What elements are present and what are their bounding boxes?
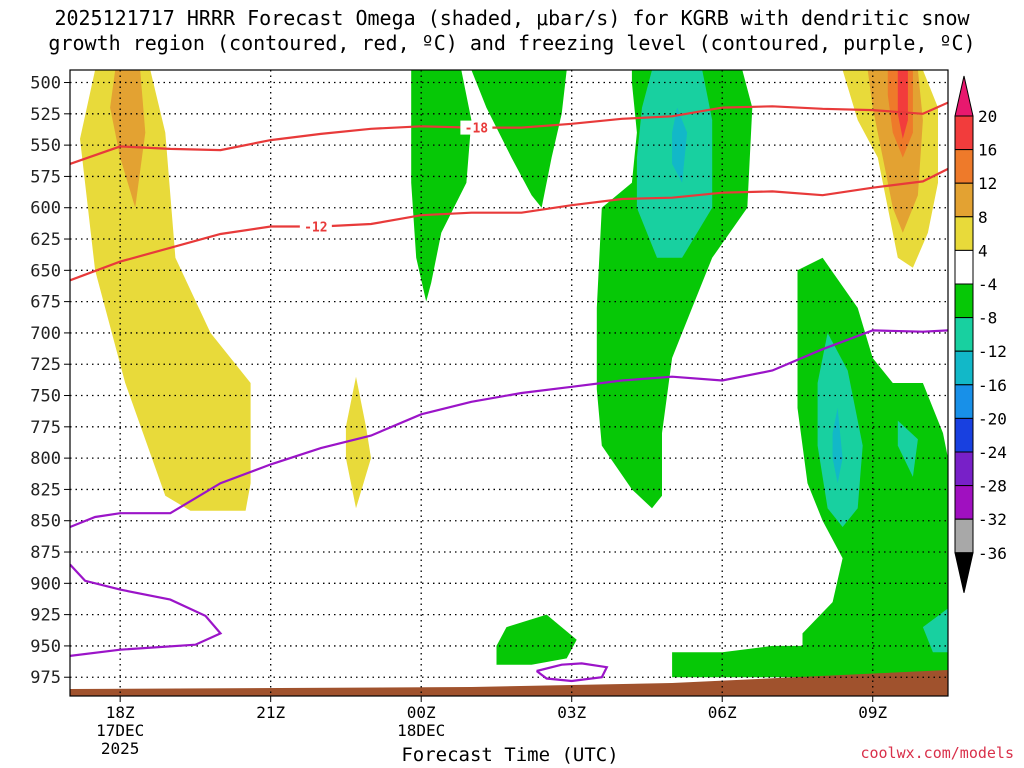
colorbar-bin-6 <box>954 317 974 352</box>
colorbar-label-4: 4 <box>978 241 988 260</box>
colorbar-label-8: -16 <box>978 376 1007 395</box>
dgz-label-bg-0 <box>460 120 493 135</box>
omega-region-18 <box>672 645 948 678</box>
x-tick-sublabel-0-1: 2025 <box>101 739 140 758</box>
colorbar-bin-5 <box>954 283 974 319</box>
y-tick-label-4: 600 <box>30 199 61 219</box>
colorbar-bin-11 <box>954 485 974 520</box>
plot-area: -18 -12 <box>70 70 948 696</box>
omega-region-16 <box>897 70 908 139</box>
colorbar-label-6: -8 <box>978 309 997 328</box>
colorbar-label-10: -24 <box>978 443 1007 462</box>
colorbar-bin-12 <box>954 518 974 554</box>
x-axis-label: Forecast Time (UTC) <box>401 744 619 766</box>
colorbar-bin-9 <box>954 417 974 453</box>
chart-title-line1: 2025121717 HRRR Forecast Omega (shaded, … <box>54 6 970 30</box>
colorbar-label-9: -20 <box>978 409 1007 428</box>
x-tick-sublabel-0-0: 17DEC <box>96 721 144 740</box>
terrain-fill <box>70 670 948 696</box>
y-tick-label-16: 900 <box>30 574 61 594</box>
y-tick-label-12: 800 <box>30 449 61 469</box>
colorbar-label-12: -32 <box>978 510 1007 529</box>
y-tick-label-10: 750 <box>30 387 61 407</box>
omega-region-0 <box>80 70 251 511</box>
y-tick-label-3: 575 <box>30 167 61 187</box>
x-tick-label-5: 09Z <box>858 703 887 722</box>
dgz-label-bg-1 <box>299 219 332 234</box>
omega-region-7 <box>672 107 688 183</box>
y-tick-label-7: 675 <box>30 293 61 313</box>
colorbar-bin-1 <box>954 149 974 184</box>
colorbar-bin-0 <box>954 115 974 151</box>
colorbar-label-13: -36 <box>978 544 1007 563</box>
colorbar-bin-8 <box>954 384 974 419</box>
colorbar-label-3: 8 <box>978 208 988 227</box>
y-tick-label-5: 625 <box>30 230 61 250</box>
y-tick-label-13: 825 <box>30 480 61 500</box>
dgz-contour-1 <box>70 167 948 282</box>
colorbar-bin-2 <box>954 182 974 218</box>
colorbar-label-2: 12 <box>978 174 997 193</box>
x-tick-label-4: 06Z <box>708 703 737 722</box>
y-tick-label-8: 700 <box>30 324 61 344</box>
y-tick-label-11: 775 <box>30 418 61 438</box>
x-tick-label-1: 21Z <box>256 703 285 722</box>
omega-region-9 <box>817 332 863 527</box>
y-tick-label-0: 500 <box>30 74 61 94</box>
colorbar-bin-7 <box>954 350 974 386</box>
y-tick-label-17: 925 <box>30 606 61 626</box>
dgz-contour-0 <box>70 101 948 165</box>
freezing-level-contour-1 <box>70 563 223 657</box>
colorbar-label-0: 20 <box>978 107 997 126</box>
y-tick-label-9: 725 <box>30 355 61 375</box>
chart-title-line2: growth region (contoured, red, ºC) and f… <box>48 31 976 55</box>
y-tick-label-18: 950 <box>30 637 61 657</box>
y-tick-label-15: 875 <box>30 543 61 563</box>
plot-frame <box>69 69 949 697</box>
dgz-label-0: -18 <box>465 122 489 137</box>
omega-region-11 <box>897 420 918 477</box>
dgz-label-1: -12 <box>304 221 327 236</box>
credit-link[interactable]: coolwx.com/models <box>860 744 1014 762</box>
x-tick-label-2: 00Z <box>407 703 436 722</box>
omega-region-1 <box>110 70 146 208</box>
colorbar-bin-3 <box>954 216 974 251</box>
colorbar-label-5: -4 <box>978 275 997 294</box>
freezing-level-contour-0 <box>70 329 948 529</box>
chart-title: 2025121717 HRRR Forecast Omega (shaded, … <box>0 6 1024 56</box>
omega-region-5 <box>596 70 753 509</box>
y-tick-label-1: 525 <box>30 105 61 125</box>
omega-region-2 <box>345 376 371 509</box>
y-tick-label-6: 650 <box>30 261 61 281</box>
colorbar-label-1: 16 <box>978 141 997 160</box>
omega-region-3 <box>411 70 472 302</box>
colorbar-label-11: -28 <box>978 477 1007 496</box>
x-tick-label-3: 03Z <box>557 703 586 722</box>
colorbar-bottom-arrow <box>954 552 974 593</box>
freezing-level-contour-2 <box>535 662 609 683</box>
colorbar-bin-10 <box>954 451 974 487</box>
y-tick-label-19: 975 <box>30 668 61 688</box>
omega-region-12 <box>922 608 948 653</box>
omega-region-4 <box>471 70 567 208</box>
omega-region-17 <box>496 614 577 665</box>
y-tick-label-14: 850 <box>30 512 61 532</box>
y-tick-label-2: 550 <box>30 136 61 156</box>
x-tick-label-0: 18Z <box>106 703 135 722</box>
colorbar-label-7: -12 <box>978 342 1007 361</box>
colorbar-top-arrow <box>954 75 974 117</box>
colorbar-bin-4 <box>954 249 974 285</box>
x-tick-sublabel-2-0: 18DEC <box>397 721 445 740</box>
